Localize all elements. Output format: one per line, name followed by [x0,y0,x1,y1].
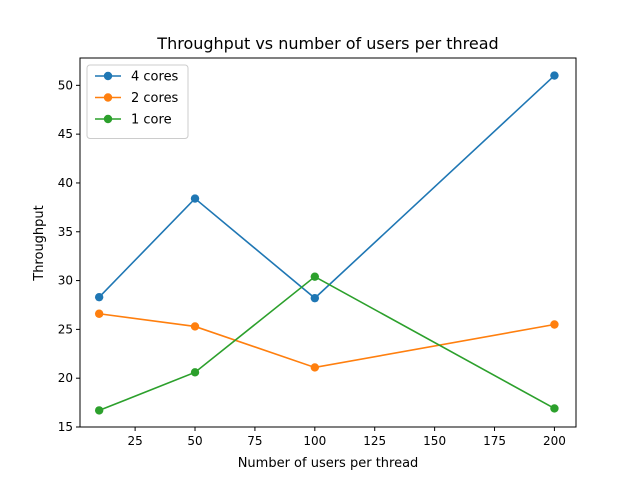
legend-label: 4 cores [131,70,179,85]
x-tick-label: 200 [543,434,566,448]
chart-title: Throughput vs number of users per thread [156,34,498,53]
series-line [98,74,555,300]
y-tick-label: 15 [58,420,73,434]
legend-marker [103,71,113,81]
data-point [310,363,320,372]
y-tick-label: 50 [58,78,73,92]
legend-entry: 1 core [95,113,172,128]
x-axis: 25 50 75 100 125 150 175 200 [127,427,566,448]
legend-box [86,64,189,139]
data-point [310,272,320,281]
series-layer [94,71,559,415]
series-2 [94,272,559,415]
legend-entry: 2 cores [95,91,179,106]
data-point [550,71,559,80]
series-line [99,312,555,369]
y-axis: 15 20 25 30 35 40 45 50 [58,78,80,434]
x-tick-label: 100 [303,434,326,448]
legend: 4 cores 2 cores 1 core [86,64,189,139]
legend-marker [103,114,113,124]
x-tick-label: 25 [127,434,142,448]
data-point [550,320,559,329]
series-1 [94,309,559,372]
plot-area [79,57,577,428]
y-axis-label: Throughput [32,205,47,282]
series-0 [94,71,559,303]
x-tick-label: 75 [247,434,262,448]
data-point [94,292,104,302]
y-tick-label: 40 [58,176,73,190]
x-tick-label: 125 [363,434,386,448]
data-point [190,322,200,331]
y-tick-label: 25 [58,322,73,336]
data-point [310,293,320,303]
x-tick-label: 175 [483,434,506,448]
y-tick-label: 35 [58,225,73,239]
data-point [94,406,104,415]
y-tick-label: 20 [58,371,73,385]
x-tick-label: 150 [423,434,446,448]
x-tick-label: 50 [187,434,202,448]
data-point [550,404,559,413]
legend-label: 2 cores [131,91,179,106]
y-tick-label: 45 [58,127,73,141]
data-point [94,309,104,318]
series-line [98,275,555,412]
legend-entry: 4 cores [95,70,179,85]
data-point [190,368,200,377]
data-point [190,194,200,203]
legend-marker [103,93,113,102]
y-tick-label: 30 [58,274,73,288]
legend-label: 1 core [131,113,172,128]
x-axis-label: Number of users per thread [238,456,419,471]
